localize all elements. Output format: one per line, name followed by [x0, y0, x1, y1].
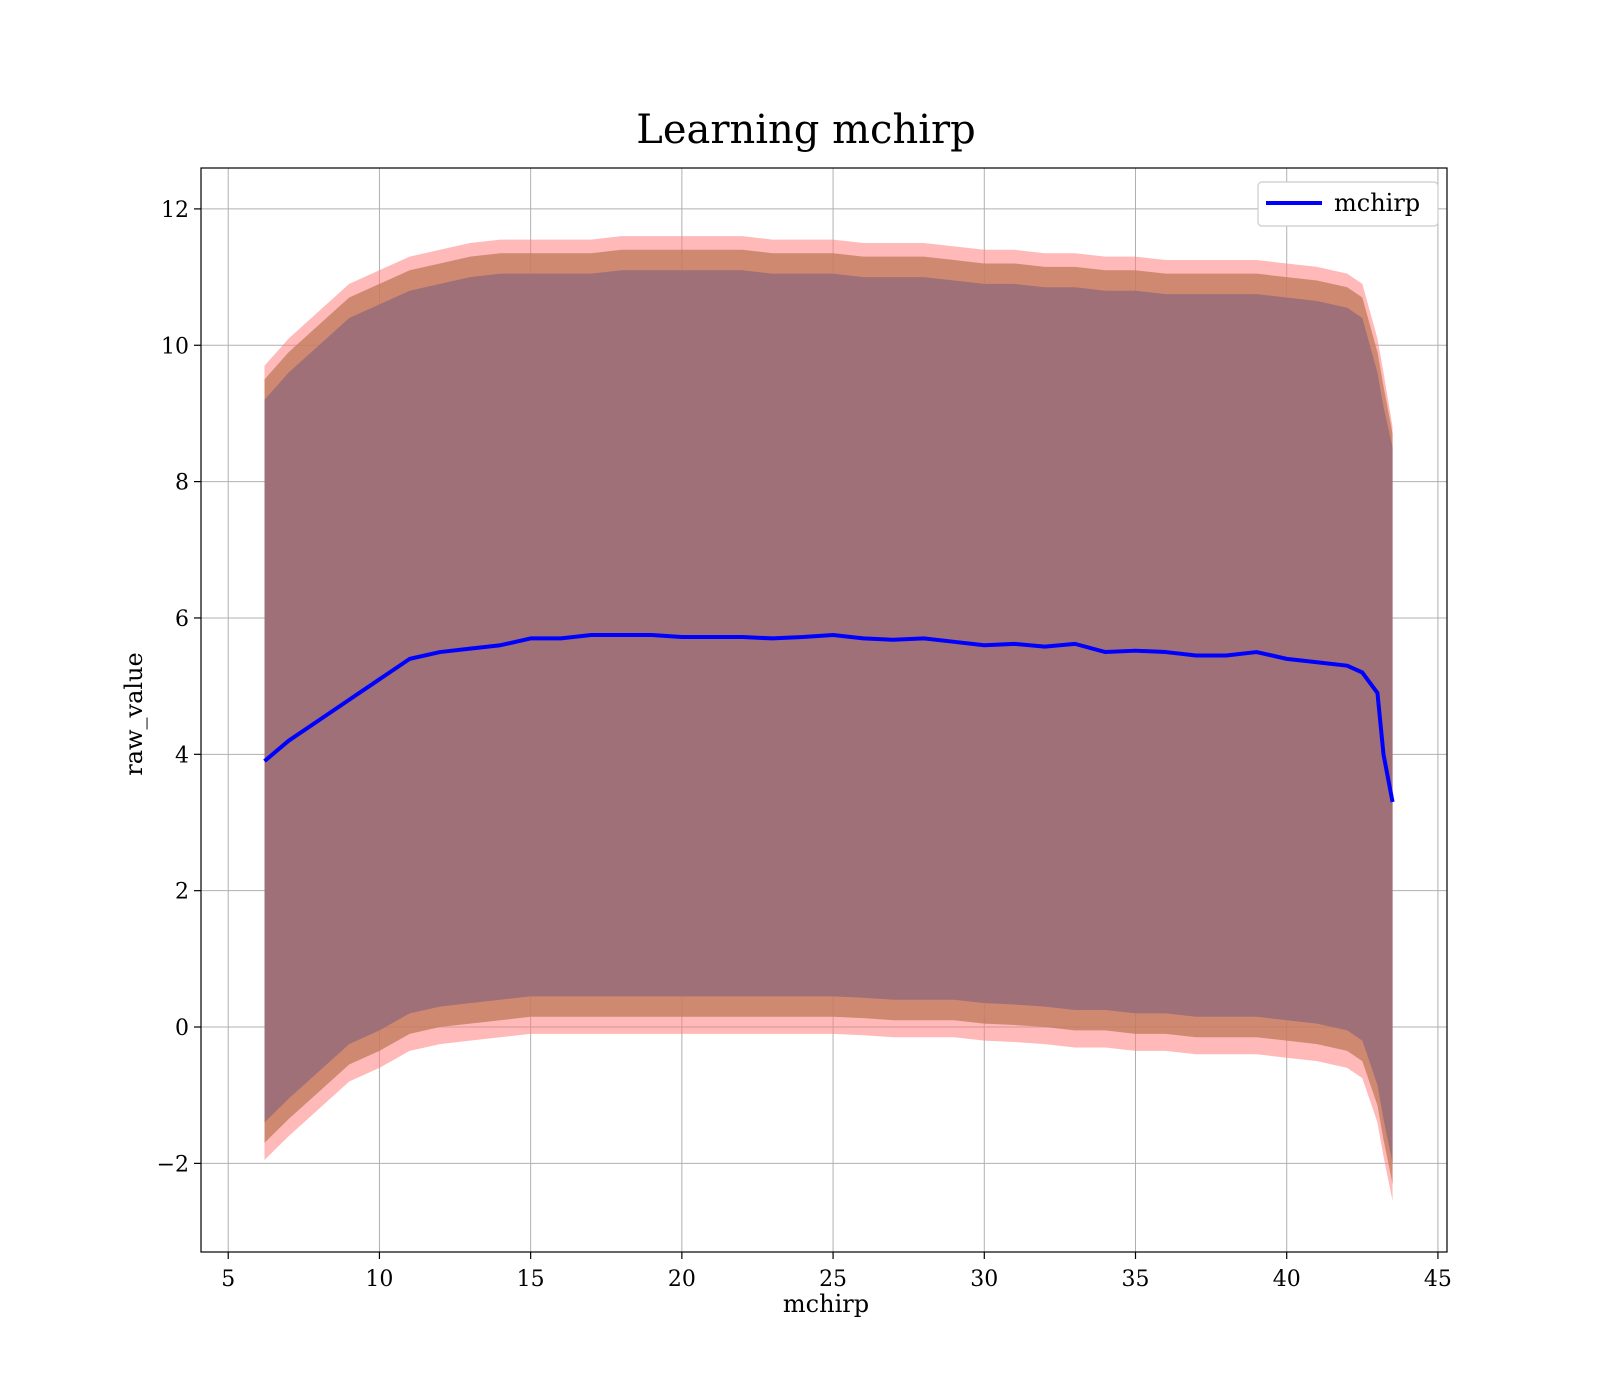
y-tick-label-2: 2	[175, 880, 189, 905]
x-tick-label-2: 15	[517, 1267, 545, 1292]
x-tick-label-6: 35	[1122, 1267, 1150, 1292]
legend-label-mchirp: mchirp	[1334, 189, 1420, 217]
x-axis-ticks: 5 10 15 20 25 30 35 40 45	[221, 1252, 1452, 1292]
y-tick-label-6: 10	[161, 334, 189, 359]
band-inner	[264, 270, 1393, 1164]
x-tick-label-7: 40	[1273, 1267, 1301, 1292]
x-tick-label-4: 25	[819, 1267, 847, 1292]
y-tick-label-0: −2	[157, 1152, 189, 1177]
chart-title: Learning mchirp	[636, 107, 975, 153]
x-tick-label-5: 30	[970, 1267, 998, 1292]
legend-box	[1257, 181, 1439, 227]
y-axis-ticks: −2 0 2 4 6 8 10 12	[157, 198, 201, 1177]
x-tick-label-0: 5	[221, 1267, 235, 1292]
x-tick-label-8: 45	[1424, 1267, 1452, 1292]
series-line-0	[263, 633, 1395, 803]
y-axis-label: raw_value	[120, 652, 148, 776]
y-tick-label-3: 4	[175, 743, 189, 768]
y-tick-label-1: 0	[175, 1016, 189, 1041]
confidence-bands	[264, 236, 1393, 1201]
y-tick-label-5: 8	[175, 471, 189, 496]
x-tick-label-1: 10	[365, 1267, 393, 1292]
x-axis-label: mchirp	[783, 1290, 869, 1318]
series-layer	[263, 633, 1395, 803]
x-tick-label-3: 20	[668, 1267, 696, 1292]
y-tick-label-4: 6	[175, 607, 189, 632]
legend: mchirp	[1257, 181, 1439, 227]
y-tick-label-7: 12	[161, 198, 189, 223]
plot-frame	[200, 167, 1448, 1253]
